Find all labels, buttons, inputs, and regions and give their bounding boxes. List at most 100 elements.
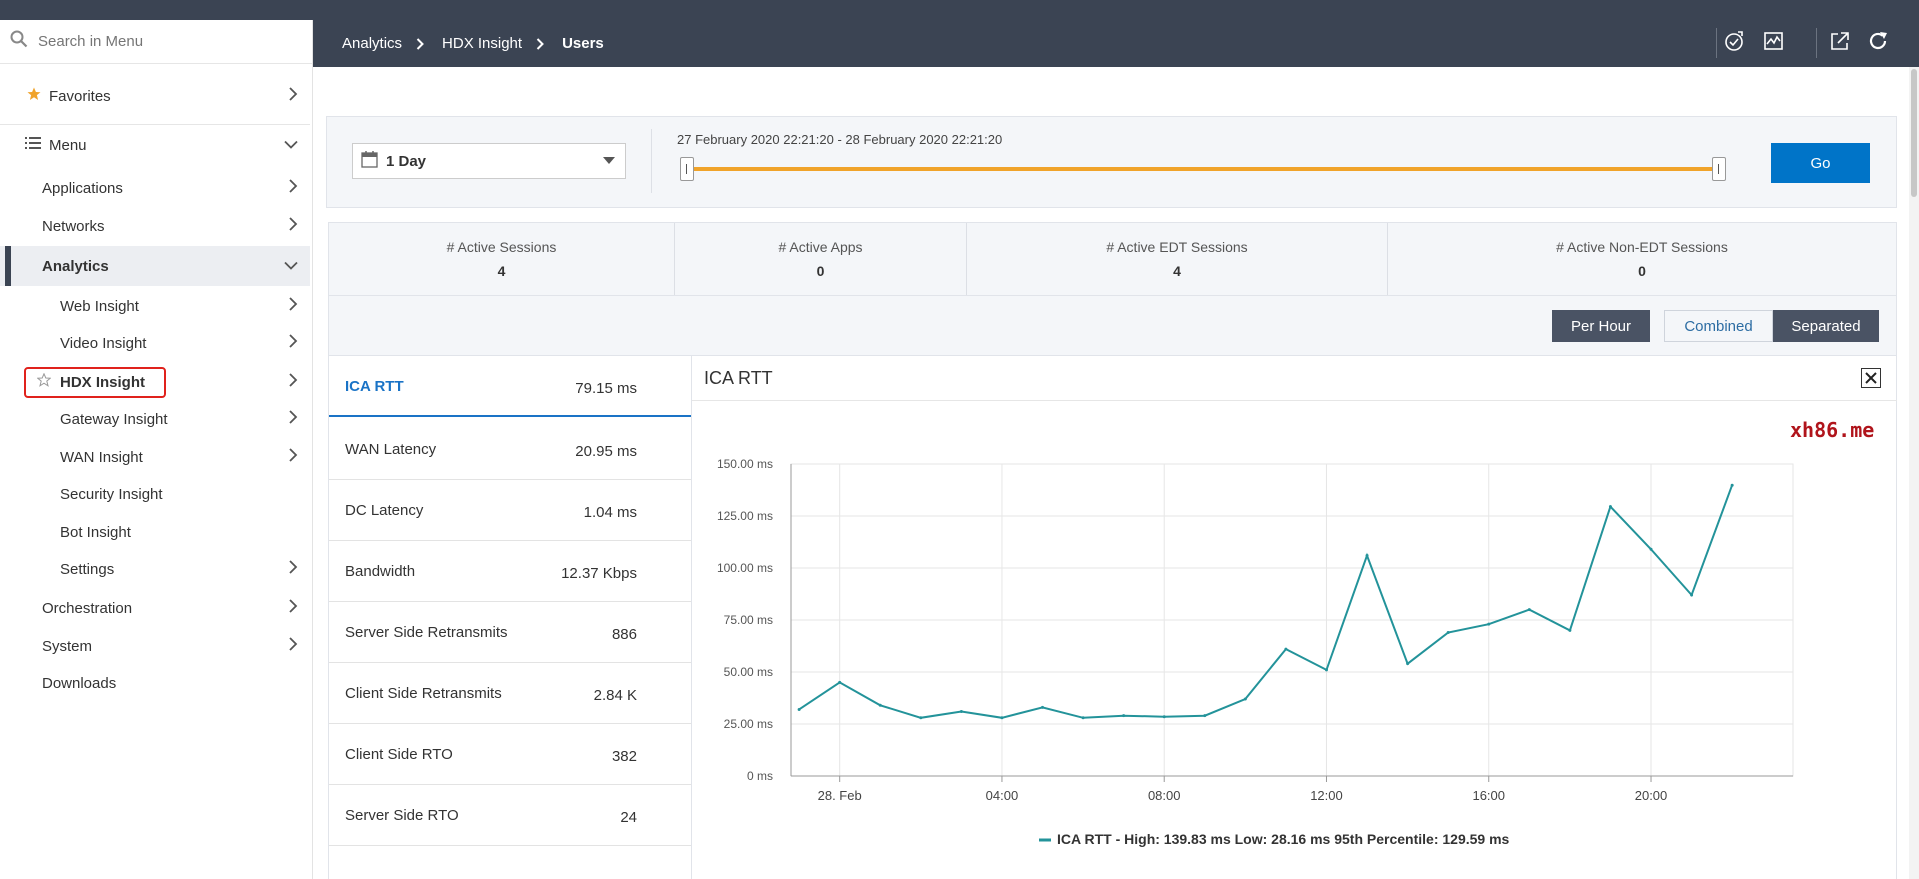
sidebar-item-gateway-insight[interactable]: Gateway Insight xyxy=(0,403,310,435)
chevron-right-icon xyxy=(288,297,298,315)
y-tick-label: 0 ms xyxy=(747,769,773,783)
x-tick-label: 16:00 xyxy=(1472,788,1505,803)
list-icon xyxy=(25,136,41,154)
data-point xyxy=(1406,662,1410,666)
metric-client-side-retransmits[interactable]: Client Side Retransmits 2.84 K xyxy=(329,663,691,724)
slider-handle-start[interactable] xyxy=(680,157,694,181)
data-point xyxy=(1608,505,1612,509)
chevron-right-icon xyxy=(416,37,424,50)
data-point xyxy=(838,680,842,684)
menu-search xyxy=(0,20,312,64)
metric-server-side-retransmits[interactable]: Server Side Retransmits 886 xyxy=(329,602,691,663)
data-point xyxy=(1649,547,1653,551)
sidebar-item-video-insight[interactable]: Video Insight xyxy=(0,327,310,359)
refresh-icon[interactable] xyxy=(1867,30,1889,57)
metric-wan-latency[interactable]: WAN Latency 20.95 ms xyxy=(329,419,691,480)
stat-value: 4 xyxy=(497,263,506,279)
ica-rtt-line-chart: 0 ms 25.00 ms 50.00 ms 75.00 ms 100.00 ms 125… xyxy=(717,457,1794,847)
sidebar-item-hdx-insight[interactable]: HDX Insight xyxy=(0,366,310,398)
x-tick-label: 12:00 xyxy=(1310,788,1343,803)
data-point xyxy=(1203,714,1207,718)
metric-server-side-rto[interactable]: Server Side RTO 24 xyxy=(329,785,691,846)
sidebar-item-bot-insight[interactable]: Bot Insight xyxy=(0,516,310,548)
view-toolbar: Per Hour Combined Separated xyxy=(328,296,1897,356)
star-outline-icon[interactable] xyxy=(36,372,52,391)
chevron-right-icon xyxy=(288,87,298,105)
data-point xyxy=(1365,554,1369,558)
metric-client-side-rto[interactable]: Client Side RTO 382 xyxy=(329,724,691,785)
y-tick-label: 25.00 ms xyxy=(724,717,773,731)
data-point xyxy=(1162,715,1166,719)
sidebar-item-label: Analytics xyxy=(42,257,109,275)
sidebar-item-wan-insight[interactable]: WAN Insight xyxy=(0,441,310,473)
sidebar-item-label: Networks xyxy=(42,217,105,235)
data-point xyxy=(797,707,801,711)
favorites-item[interactable]: Favorites xyxy=(0,74,310,118)
sidebar-item-label: System xyxy=(42,637,93,655)
sidebar-item-settings[interactable]: Settings xyxy=(0,553,310,585)
favorites-label: Favorites xyxy=(49,87,111,105)
sidebar-item-security-insight[interactable]: Security Insight xyxy=(0,478,310,510)
chevron-right-icon xyxy=(288,373,298,391)
combined-button[interactable]: Combined xyxy=(1664,310,1773,342)
metric-name: Server Side RTO xyxy=(345,807,459,824)
stat-active-sessions: # Active Sessions 4 xyxy=(329,223,675,295)
close-chart-button[interactable] xyxy=(1861,368,1881,388)
data-point xyxy=(1081,716,1085,720)
metric-dc-latency[interactable]: DC Latency 1.04 ms xyxy=(329,480,691,541)
sidebar-item-networks[interactable]: Networks xyxy=(0,210,310,242)
time-range-slider[interactable] xyxy=(687,167,1719,171)
metric-value: 382 xyxy=(611,748,637,765)
sidebar-item-analytics[interactable]: Analytics xyxy=(0,246,310,286)
data-point xyxy=(959,710,963,714)
data-point xyxy=(1446,630,1450,634)
highlight-box xyxy=(24,367,166,398)
duration-select[interactable]: 1 Day xyxy=(352,143,626,179)
stat-value: 0 xyxy=(816,263,825,279)
data-point xyxy=(1243,697,1247,701)
chevron-right-icon xyxy=(288,599,298,617)
sidebar-item-downloads[interactable]: Downloads xyxy=(0,667,310,699)
data-point xyxy=(1730,483,1734,487)
metric-name: Client Side Retransmits xyxy=(345,685,502,702)
data-point xyxy=(1487,622,1491,626)
data-point xyxy=(1284,647,1288,651)
external-link-icon[interactable] xyxy=(1829,30,1851,57)
metric-value: 2.84 K xyxy=(593,687,637,704)
schedule-report-icon[interactable] xyxy=(1723,29,1747,58)
chevron-right-icon xyxy=(288,217,298,235)
sidebar-item-label: WAN Insight xyxy=(60,448,143,466)
menu-toggle[interactable]: Menu xyxy=(0,128,310,162)
metric-name: Bandwidth xyxy=(345,563,416,580)
sidebar-item-orchestration[interactable]: Orchestration xyxy=(0,592,310,624)
search-input[interactable] xyxy=(38,33,278,50)
report-chart-icon[interactable] xyxy=(1763,30,1785,57)
sidebar-item-applications[interactable]: Applications xyxy=(0,172,310,204)
stat-active-apps: # Active Apps 0 xyxy=(675,223,967,295)
metric-ica-rtt[interactable]: ICA RTT 79.15 ms xyxy=(329,356,691,417)
y-tick-label: 100.00 ms xyxy=(717,561,773,575)
calendar-icon xyxy=(361,150,378,172)
data-point xyxy=(1690,593,1694,597)
slider-handle-end[interactable] xyxy=(1712,157,1726,181)
breadcrumb-analytics[interactable]: Analytics xyxy=(342,35,403,52)
y-tick-label: 50.00 ms xyxy=(724,665,773,679)
metric-bandwidth[interactable]: Bandwidth 12.37 Kbps xyxy=(329,541,691,602)
page-scrollbar[interactable] xyxy=(1909,67,1919,879)
stat-label: # Active Apps xyxy=(778,239,863,255)
dropdown-caret-icon xyxy=(603,157,615,164)
date-range-label: 27 February 2020 22:21:20 - 28 February … xyxy=(677,132,1003,147)
active-indicator xyxy=(5,246,11,286)
duration-value: 1 Day xyxy=(386,152,427,170)
scrollbar-thumb[interactable] xyxy=(1911,69,1917,197)
per-hour-button[interactable]: Per Hour xyxy=(1552,310,1650,342)
sidebar-item-system[interactable]: System xyxy=(0,630,310,662)
breadcrumb-hdx-insight[interactable]: HDX Insight xyxy=(442,35,523,52)
data-point xyxy=(1000,716,1004,720)
sidebar-item-label: Video Insight xyxy=(60,334,147,352)
sidebar-item-web-insight[interactable]: Web Insight xyxy=(0,290,310,322)
separated-button[interactable]: Separated xyxy=(1773,310,1879,342)
data-point xyxy=(1527,608,1531,612)
stat-value: 0 xyxy=(1638,263,1646,279)
go-button[interactable]: Go xyxy=(1771,143,1870,183)
